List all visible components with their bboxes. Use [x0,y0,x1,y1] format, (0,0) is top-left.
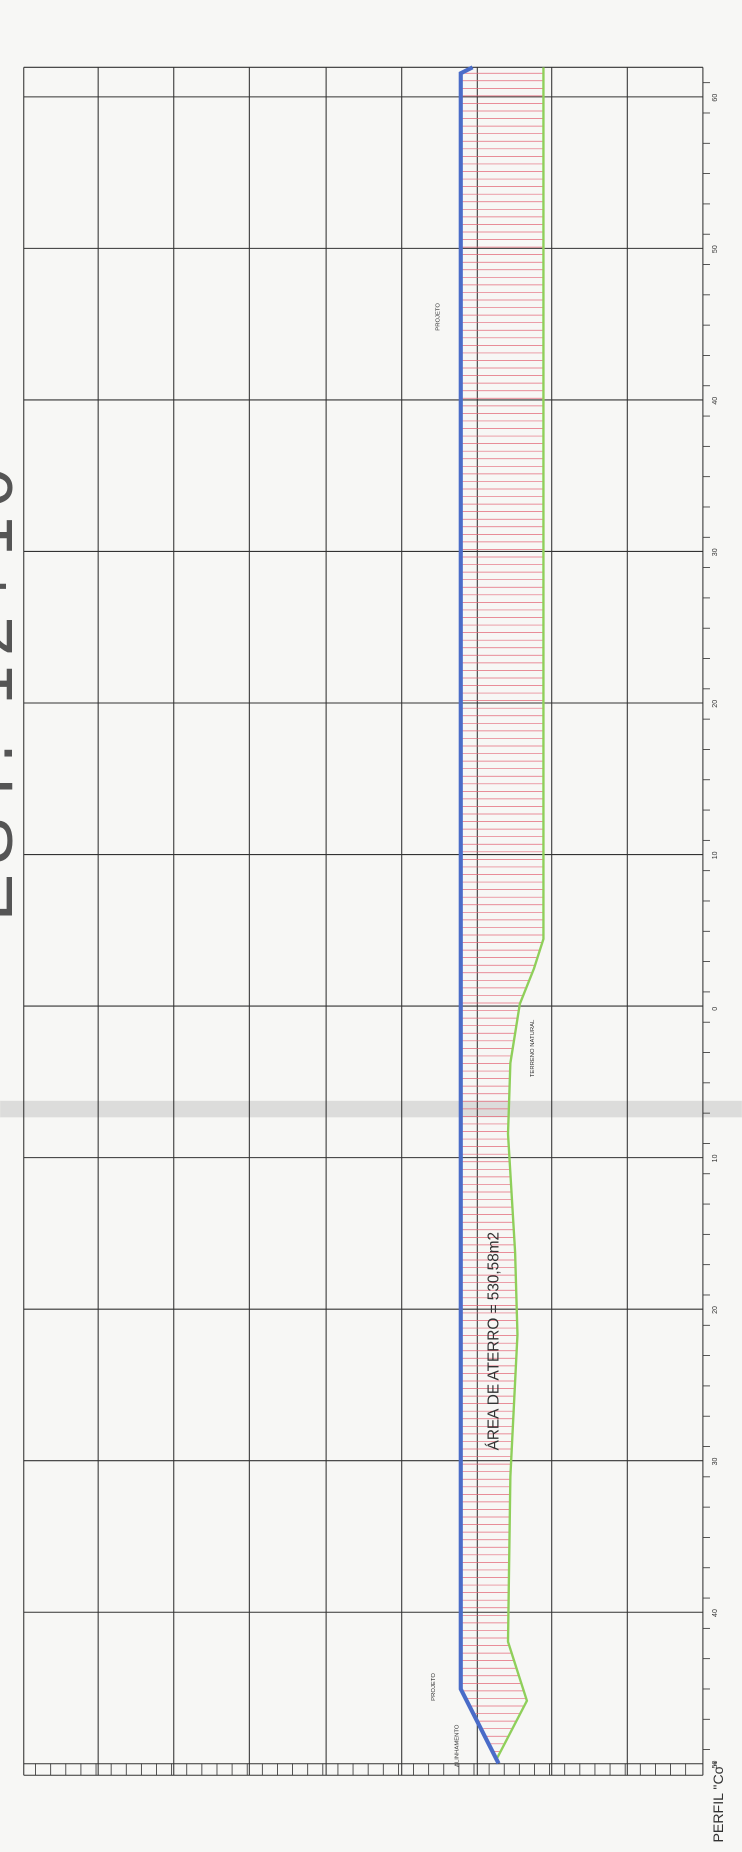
distance-label: 50 [711,1761,719,1769]
distance-label: 10 [711,1154,719,1162]
distance-label: 60 [711,94,719,102]
project-label: PROJETO [431,1673,437,1701]
scan-fold [0,1100,742,1118]
distance-label: 10 [711,851,719,859]
distance-label: 40 [711,1609,719,1617]
distance-label: 30 [711,548,719,556]
alignment-label: ALINHAMENTO [454,1724,460,1767]
project-label: PROJETO [436,303,442,331]
distance-label: 50 [711,245,719,253]
distance-label: 0 [711,1007,719,1011]
distance-label: 20 [711,1306,719,1314]
fill-hatch [460,72,544,1760]
distance-label: 30 [711,1457,719,1465]
fill-area-label: ÁREA DE ATERRO = 530,58m2 [486,1232,503,1450]
distance-label: 20 [711,700,719,708]
grid: 60 50 40 30 20 10 0 10 20 30 40 50 [23,66,719,1776]
terrain-line [495,67,545,1761]
profile-name: PERFIL "Co" [711,1761,727,1842]
terrain-label: TERRENO NATURAL [530,1019,536,1077]
project-line [458,65,501,1765]
distance-label: 40 [711,397,719,405]
section-title: EST. 12+10 [0,458,28,921]
